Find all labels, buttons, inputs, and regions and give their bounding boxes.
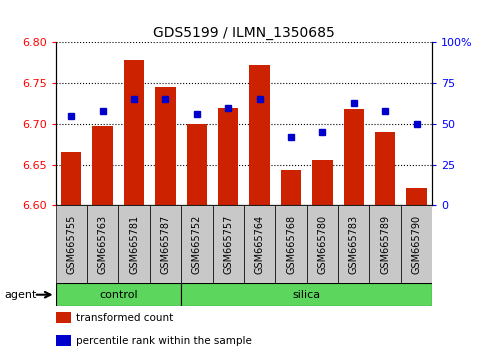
Bar [87,205,118,283]
Bar [275,205,307,283]
Text: GSM665764: GSM665764 [255,215,265,274]
Bar [56,335,71,346]
Text: agent: agent [5,290,37,300]
Bar [186,124,207,205]
Text: GSM665790: GSM665790 [412,215,422,274]
Text: GSM665789: GSM665789 [380,215,390,274]
Text: control: control [99,290,138,300]
Bar [181,283,432,306]
Text: GSM665757: GSM665757 [223,215,233,274]
Bar [155,87,176,205]
Bar [343,109,364,205]
Bar [150,205,181,283]
Text: GSM665752: GSM665752 [192,215,202,274]
Bar [124,61,144,205]
Bar [375,132,396,205]
Text: GSM665763: GSM665763 [98,215,108,274]
Bar [218,108,239,205]
Text: percentile rank within the sample: percentile rank within the sample [76,336,252,346]
Bar [244,205,275,283]
Text: GSM665783: GSM665783 [349,215,359,274]
Title: GDS5199 / ILMN_1350685: GDS5199 / ILMN_1350685 [153,26,335,40]
Bar [312,160,333,205]
Bar [181,205,213,283]
Bar [56,312,71,323]
Text: GSM665768: GSM665768 [286,215,296,274]
Bar [307,205,338,283]
Text: GSM665780: GSM665780 [317,215,327,274]
Text: GSM665781: GSM665781 [129,215,139,274]
Bar [281,170,301,205]
Bar [401,205,432,283]
Bar [56,205,87,283]
Bar [56,283,181,306]
Text: silica: silica [293,290,321,300]
Bar [61,153,82,205]
Bar [249,65,270,205]
Bar [369,205,401,283]
Bar [92,126,113,205]
Text: GSM665787: GSM665787 [160,215,170,274]
Bar [406,188,427,205]
Text: GSM665755: GSM665755 [66,215,76,274]
Bar [213,205,244,283]
Bar [338,205,369,283]
Bar [118,205,150,283]
Text: transformed count: transformed count [76,313,173,323]
